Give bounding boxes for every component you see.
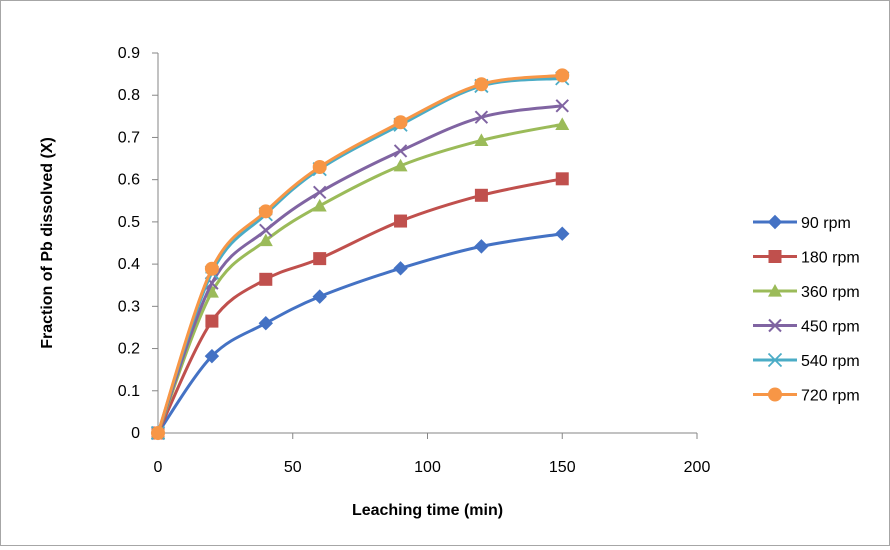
data-point: [204, 284, 219, 298]
y-tick-label: 0.5: [118, 214, 140, 231]
legend-label: 360 rpm: [801, 284, 860, 301]
series-line: [156, 73, 563, 434]
y-tick-label: 0.9: [118, 45, 140, 62]
data-point: [259, 223, 273, 238]
x-tick-label: 200: [684, 459, 711, 476]
data-point: [555, 117, 570, 130]
data-point: [474, 188, 488, 202]
legend-label: 180 rpm: [801, 250, 860, 267]
series-90-rpm: [150, 226, 570, 441]
data-point: [312, 160, 327, 174]
y-tick-label: 0.7: [118, 129, 140, 146]
y-tick-label: 0: [131, 425, 140, 442]
data-point: [204, 261, 219, 276]
series-360-rpm: [151, 117, 570, 439]
x-tick-label: 150: [549, 459, 576, 476]
x-tick-label: 50: [284, 459, 302, 476]
data-point: [205, 314, 219, 328]
data-point: [555, 226, 570, 241]
legend-marker: [768, 284, 782, 297]
data-point: [394, 214, 408, 228]
legend-label: 720 rpm: [801, 388, 860, 405]
legend-item: 540 rpm: [753, 352, 860, 370]
data-point: [258, 316, 274, 331]
legend-item: 450 rpm: [753, 319, 860, 336]
y-axis-title: Fraction of Pb dissolved (X): [39, 137, 56, 349]
y-tick-label: 0.6: [118, 172, 140, 189]
x-tick-label: 100: [414, 459, 441, 476]
legend-label: 450 rpm: [801, 319, 860, 336]
data-point: [393, 158, 408, 172]
data-point: [151, 426, 165, 440]
legend-item: 180 rpm: [753, 250, 860, 267]
y-tick-label: 0.2: [118, 341, 140, 358]
y-tick-label: 0.1: [118, 383, 140, 400]
series-720-rpm: [151, 68, 570, 440]
legend-marker: [768, 318, 782, 333]
data-point: [393, 261, 408, 276]
legend-marker: [768, 387, 782, 402]
series-180-rpm: [151, 172, 569, 440]
data-point: [393, 115, 408, 130]
data-point: [258, 204, 273, 219]
legend-label: 540 rpm: [801, 353, 860, 370]
data-point: [555, 99, 569, 113]
legend-marker: [767, 352, 783, 368]
series-lines: [150, 68, 570, 441]
y-tick-label: 0.8: [118, 87, 140, 104]
data-point: [259, 272, 273, 286]
data-point: [474, 239, 489, 254]
data-point: [474, 133, 489, 146]
data-point: [555, 172, 569, 186]
x-tick-label: 0: [154, 459, 163, 476]
y-tick-label: 0.3: [118, 298, 140, 315]
data-point: [312, 198, 327, 212]
series-540-rpm: [150, 71, 570, 441]
data-point: [313, 252, 327, 266]
y-tick-label: 0.4: [118, 256, 140, 273]
data-point: [393, 144, 408, 158]
legend: 90 rpm 180 rpm 360 rpm 450 rpm 540 rpm 720 rp…: [753, 214, 860, 405]
legend-marker: [768, 250, 782, 263]
legend-label: 90 rpm: [801, 215, 851, 232]
data-point: [312, 289, 327, 304]
data-point: [258, 233, 273, 247]
data-point: [312, 185, 327, 200]
data-point: [474, 77, 489, 92]
legend-item: 90 rpm: [753, 214, 851, 232]
legend-item: 720 rpm: [753, 387, 860, 405]
data-point: [204, 348, 220, 364]
data-point: [555, 68, 570, 83]
axes: 0 0.1 0.2 0.3 0.4 0.5 0.6 0.7 0.8 0.9 0 50 100 150 200: [118, 45, 711, 476]
legend-item: 360 rpm: [753, 284, 860, 301]
legend-marker: [767, 214, 783, 230]
x-axis-title: Leaching time (min): [352, 502, 503, 519]
series-line: [156, 232, 563, 434]
series-line: [156, 177, 563, 434]
data-point: [474, 110, 489, 124]
